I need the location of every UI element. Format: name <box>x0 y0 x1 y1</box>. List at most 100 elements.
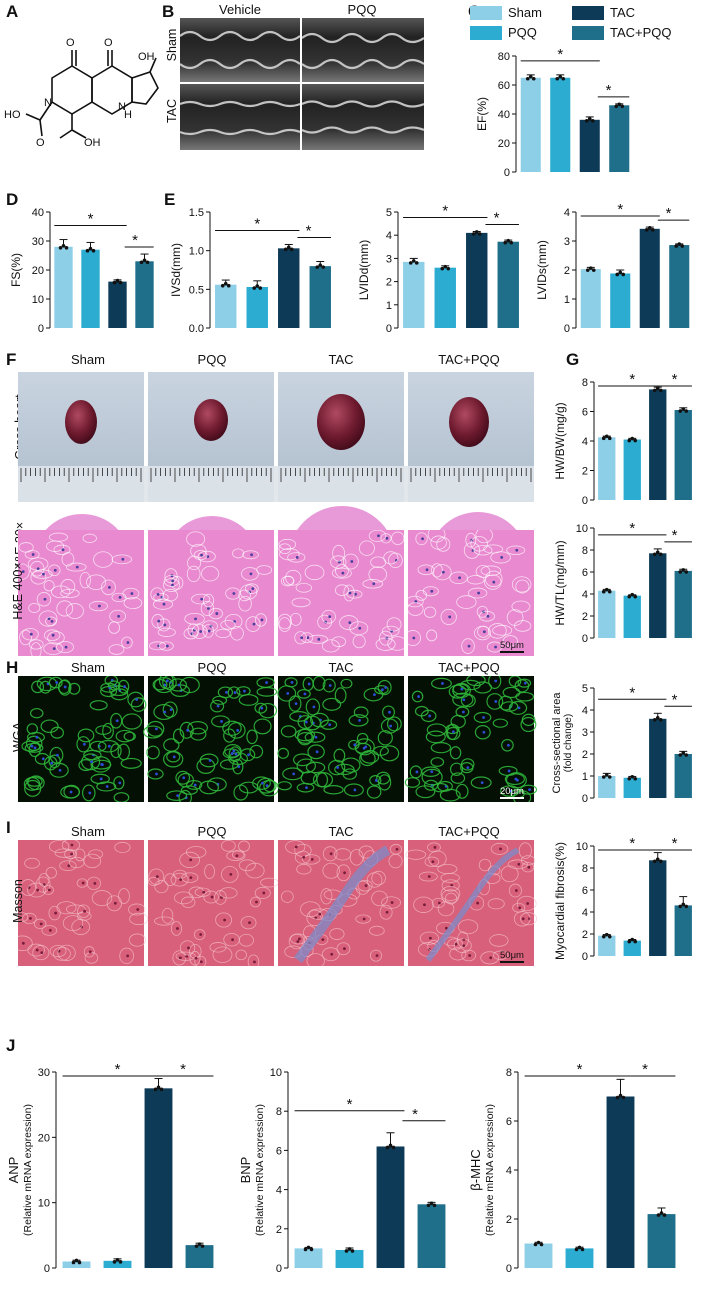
chart-hwbw: 0 2 4 6 8 HW/BW(mg/g) * * <box>553 371 692 507</box>
data-point <box>258 286 263 290</box>
data-point <box>577 1245 582 1250</box>
bar-sham <box>54 246 73 328</box>
histo-col-i-3: TAC+PQQ <box>438 824 500 839</box>
y-axis-label: HW/BW(mg/g) <box>553 402 567 479</box>
data-point <box>630 937 635 942</box>
data-point <box>601 934 606 939</box>
panel-label-f: F <box>6 350 17 369</box>
data-point <box>539 1242 544 1247</box>
bar-pqq <box>565 1248 594 1268</box>
chart-fs: 0 10 20 30 40 FS(%) * * <box>9 207 154 335</box>
bar-tac <box>649 389 667 500</box>
sig-star: * <box>629 835 635 852</box>
bar-tac <box>649 553 667 638</box>
row-label-wga: WGA <box>11 722 25 752</box>
data-point <box>658 388 663 393</box>
data-point <box>506 238 511 243</box>
y-tick-label: 6 <box>506 1116 512 1128</box>
y-tick-label: 1.5 <box>189 207 204 219</box>
data-point <box>115 278 120 283</box>
data-point <box>604 773 609 777</box>
chart-csa: 0 1 2 3 4 5 Cross-sectional area (fold change) *… <box>551 683 692 805</box>
atom-label: N <box>118 101 126 113</box>
masson-panel-3 <box>405 840 537 966</box>
panel-label-i: I <box>6 818 11 837</box>
bar-pqq <box>623 439 641 500</box>
sig-star: * <box>629 371 635 388</box>
data-point <box>156 1085 161 1090</box>
data-point <box>601 436 606 441</box>
data-point <box>77 1260 82 1265</box>
data-point <box>531 76 536 81</box>
y-tick-label: 10 <box>270 1067 282 1079</box>
atom-label: OH <box>138 51 155 63</box>
y-tick-label: 8 <box>506 1067 512 1079</box>
data-point <box>684 570 689 574</box>
y-tick-label: 3 <box>582 727 588 739</box>
y-tick-label: 0 <box>38 323 44 335</box>
data-point <box>633 594 638 599</box>
chart-anp: 0 10 20 30 ANP (Relative mRNA expression) * * <box>6 1061 214 1275</box>
y-tick-label: 8 <box>582 545 588 557</box>
legend-label-tac-pqq: TAC+PQQ <box>610 25 672 40</box>
bar-pqq <box>335 1249 364 1268</box>
y-tick-label: 6 <box>582 567 588 579</box>
data-point <box>347 1247 352 1251</box>
data-point <box>674 244 679 248</box>
sig-star: * <box>88 211 94 228</box>
bar-sham <box>598 437 616 500</box>
bar-tac <box>144 1088 173 1268</box>
data-point <box>681 751 686 755</box>
y-tick-label: 2 <box>276 1224 282 1236</box>
y-tick-label: 0 <box>386 323 392 335</box>
data-point <box>306 1245 311 1250</box>
y-tick-label: 10 <box>576 523 588 535</box>
data-point <box>650 228 655 232</box>
y-tick-label: 0 <box>582 633 588 645</box>
histo-col-i-0: Sham <box>71 824 105 839</box>
data-point <box>615 272 620 277</box>
data-point <box>574 1247 579 1252</box>
y-tick-label: 10 <box>32 294 44 306</box>
chart-lvids: 0 1 2 3 4 LVIDs(mm) * * <box>535 201 690 335</box>
y-tick-label: 80 <box>498 51 510 63</box>
bar-tac <box>108 281 127 328</box>
bar-tac <box>639 228 660 328</box>
data-point <box>385 1145 390 1150</box>
y-tick-label: 1 <box>582 771 588 783</box>
wga-images <box>18 676 538 802</box>
masson-images <box>18 840 537 966</box>
y-tick-label: 0 <box>44 1263 50 1275</box>
data-point <box>71 1260 76 1265</box>
data-point <box>91 248 96 253</box>
y-tick-label: 2 <box>386 277 392 289</box>
data-point <box>474 230 479 234</box>
legend-swatch-tac-pqq <box>572 26 604 40</box>
histo-col-i-2: TAC <box>328 824 354 839</box>
data-point <box>647 226 652 230</box>
panel-label-h: H <box>6 658 19 677</box>
data-point <box>443 264 448 269</box>
wga-panel-1 <box>143 676 280 802</box>
sig-star: * <box>132 232 138 249</box>
chart-bmhc: 0 2 4 6 8 β-MHC (Relative mRNA expression) * * <box>468 1061 676 1275</box>
data-point <box>414 261 419 265</box>
y-axis-label: LVIDd(mm) <box>357 240 371 300</box>
y-axis-label: IVSd(mm) <box>169 243 183 297</box>
data-point <box>656 1213 661 1217</box>
panel-label-j: J <box>6 1036 16 1055</box>
y-tick-label: 1.0 <box>189 246 204 258</box>
histo-col-tac: TAC <box>328 352 354 367</box>
data-point <box>194 1244 199 1248</box>
y-tick-label: 4 <box>582 589 588 601</box>
data-point <box>536 1240 541 1245</box>
data-point <box>432 1203 437 1208</box>
data-point <box>315 265 320 269</box>
he400-panel-3 <box>404 530 534 656</box>
histo-col-h-3: TAC+PQQ <box>438 660 500 675</box>
y-axis-label: LVIDs(mm) <box>535 240 549 300</box>
masson-panel-2 <box>278 840 404 966</box>
data-point <box>220 283 225 288</box>
bar-pqq <box>610 273 631 328</box>
y-tick-label: 8 <box>582 863 588 875</box>
